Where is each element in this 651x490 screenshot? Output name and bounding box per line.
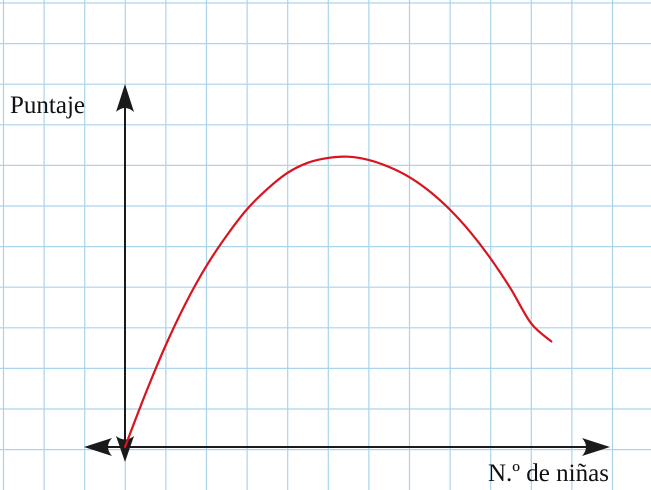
y-axis-arrow-up	[116, 84, 134, 112]
x-axis-label: N.º de niñas	[488, 460, 609, 487]
x-axis-arrow-left	[84, 438, 112, 456]
axes	[84, 84, 610, 462]
x-axis-arrow-right	[582, 438, 610, 456]
series-line	[123, 155, 553, 449]
y-axis-label: Puntaje	[10, 92, 85, 119]
y-axis-arrow-down	[116, 436, 134, 462]
series	[123, 155, 553, 449]
